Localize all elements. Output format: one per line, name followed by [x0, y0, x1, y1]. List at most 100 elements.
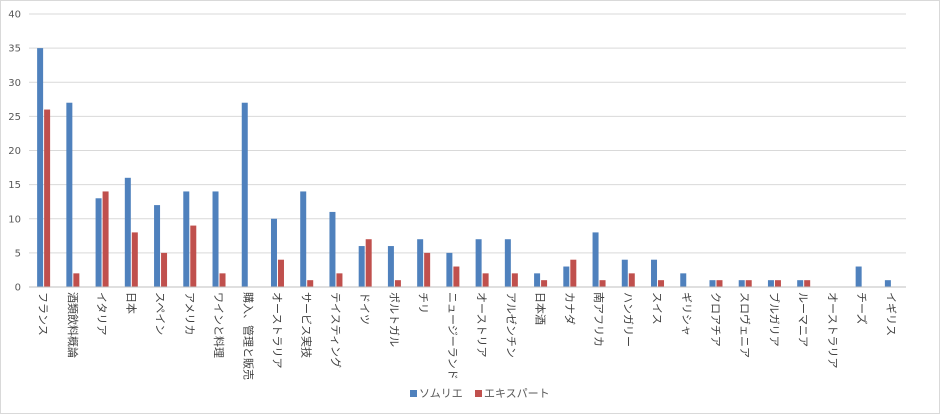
category-label: オーストリア	[475, 292, 488, 357]
category-label: 日本	[124, 292, 138, 314]
bar	[592, 232, 599, 287]
gridlines	[29, 13, 906, 254]
bar	[504, 239, 511, 287]
category-label: スロヴェニア	[738, 292, 752, 358]
bar	[738, 280, 745, 287]
category-label: クロアチア	[709, 292, 722, 347]
category-label: 南アフリカ	[592, 292, 605, 347]
bar	[241, 102, 248, 287]
bar	[621, 259, 628, 287]
bar	[453, 266, 460, 287]
bar	[884, 280, 891, 287]
category-label: オーストラリア	[826, 292, 839, 368]
bar	[300, 191, 307, 287]
category-label: アメリカ	[183, 292, 196, 335]
bar	[511, 273, 518, 287]
bar	[417, 239, 424, 287]
bar	[651, 259, 658, 287]
legend-label: ソムリエ	[419, 387, 463, 400]
category-label: イタリア	[95, 292, 108, 336]
category-label: ブルガリア	[767, 292, 781, 347]
category-label: ドイツ	[358, 292, 371, 325]
bar	[270, 218, 277, 287]
bar	[745, 280, 752, 287]
bar	[73, 273, 80, 287]
category-label: ニュージーランド	[446, 292, 459, 380]
y-tick-label: 5	[15, 248, 21, 259]
category-label: 購入、管理と販売	[241, 292, 255, 380]
bar	[855, 266, 862, 287]
bar	[658, 280, 665, 287]
bar	[387, 246, 394, 287]
bar	[394, 280, 401, 287]
bar	[424, 252, 431, 287]
bar	[161, 252, 168, 287]
y-tick-label: 35	[8, 44, 21, 55]
bar	[797, 280, 804, 287]
bar	[482, 273, 489, 287]
bar	[680, 273, 687, 287]
bar	[541, 280, 548, 287]
category-label: ポルトガル	[387, 292, 400, 347]
bar	[358, 246, 365, 287]
bar	[307, 280, 314, 287]
bar	[124, 177, 131, 287]
category-label: スペイン	[154, 292, 167, 335]
category-label: スイス	[651, 292, 664, 325]
bar	[336, 273, 343, 287]
legend-swatch	[475, 390, 482, 397]
bar	[154, 205, 161, 287]
bar	[446, 252, 453, 287]
category-label: フランス	[37, 292, 50, 336]
bar	[44, 109, 51, 287]
bar	[767, 280, 774, 287]
category-label: チーズ	[855, 292, 869, 324]
y-tick-label: 10	[8, 214, 21, 225]
x-axis-category-labels: フランス 酒類飲料概論 イタリア 日本 スペイン アメリカ ワインと料理 購入、管理と販売 オー…	[37, 292, 898, 380]
category-label: ハンガリー	[621, 292, 634, 347]
bar	[66, 102, 73, 287]
category-label: ギリシャ	[680, 292, 693, 336]
bar	[475, 239, 482, 287]
y-tick-label: 30	[8, 78, 21, 89]
category-label: 日本酒	[534, 292, 548, 325]
legend: ソムリエ エキスパート	[410, 387, 550, 400]
category-label: ルーマニア	[797, 292, 810, 347]
category-label: チリ	[417, 292, 430, 314]
category-label: ワインと料理	[212, 292, 226, 358]
bar	[709, 280, 716, 287]
category-label: カナダ	[563, 292, 577, 325]
bar	[628, 273, 635, 287]
bar	[190, 225, 197, 287]
bar	[329, 211, 336, 287]
y-axis-tick-labels: 0 5 10 15 20 25 30 35 40	[8, 10, 21, 294]
bar	[804, 280, 811, 287]
category-label: アルゼンチン	[504, 292, 517, 358]
y-tick-label: 20	[8, 146, 21, 157]
y-tick-label: 15	[8, 180, 21, 191]
bar	[37, 48, 44, 287]
bar	[716, 280, 723, 287]
bar	[212, 191, 219, 287]
legend-swatch	[410, 390, 417, 397]
bar	[277, 259, 284, 287]
bar	[774, 280, 781, 287]
bars	[37, 48, 891, 287]
bar	[563, 266, 570, 287]
category-label: テイスティング	[329, 292, 343, 368]
bar	[365, 239, 372, 287]
category-label: イギリス	[884, 292, 897, 336]
bar	[534, 273, 541, 287]
bar	[219, 273, 226, 287]
category-label: オーストラリア	[270, 292, 283, 368]
category-label: サービス実技	[300, 292, 314, 358]
bar	[131, 232, 138, 287]
y-tick-label: 40	[8, 10, 21, 21]
bar	[183, 191, 190, 287]
bar	[95, 198, 102, 287]
bar	[599, 280, 606, 287]
legend-label: エキスパート	[484, 387, 550, 400]
bar	[570, 259, 577, 287]
